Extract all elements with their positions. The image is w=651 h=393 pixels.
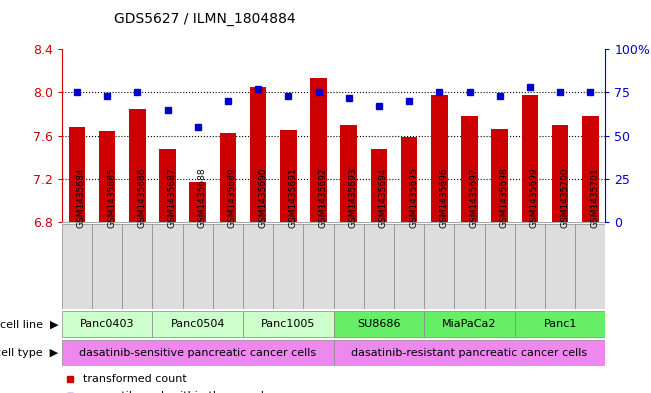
- Text: GSM1435688: GSM1435688: [198, 167, 207, 228]
- Bar: [219, 133, 236, 222]
- Bar: [333, 224, 364, 309]
- Bar: [484, 224, 515, 309]
- Text: GSM1435687: GSM1435687: [167, 167, 176, 228]
- Bar: [303, 224, 333, 309]
- Text: dasatinib-sensitive pancreatic cancer cells: dasatinib-sensitive pancreatic cancer ce…: [79, 348, 316, 358]
- Text: dasatinib-resistant pancreatic cancer cells: dasatinib-resistant pancreatic cancer ce…: [352, 348, 588, 358]
- Text: GSM1435697: GSM1435697: [469, 167, 478, 228]
- Bar: [424, 224, 454, 309]
- Bar: [545, 224, 575, 309]
- Bar: [99, 131, 115, 222]
- Text: GSM1435691: GSM1435691: [288, 167, 298, 228]
- Text: cell type  ▶: cell type ▶: [0, 348, 59, 358]
- Bar: [333, 340, 605, 366]
- Text: GSM1435700: GSM1435700: [560, 167, 569, 228]
- Bar: [431, 94, 448, 222]
- Bar: [159, 149, 176, 222]
- Text: GSM1435686: GSM1435686: [137, 167, 146, 228]
- Bar: [492, 129, 508, 222]
- Text: Panc1: Panc1: [544, 319, 577, 329]
- Bar: [370, 149, 387, 222]
- Bar: [243, 311, 333, 338]
- Text: Panc1005: Panc1005: [261, 319, 316, 329]
- Text: GSM1435701: GSM1435701: [590, 167, 600, 228]
- Bar: [582, 116, 599, 222]
- Bar: [152, 311, 243, 338]
- Text: GSM1435692: GSM1435692: [318, 168, 327, 228]
- Bar: [364, 224, 394, 309]
- Text: GSM1435694: GSM1435694: [379, 168, 388, 228]
- Bar: [401, 137, 417, 222]
- Text: GSM1435693: GSM1435693: [349, 167, 358, 228]
- Text: percentile rank within the sample: percentile rank within the sample: [83, 391, 270, 393]
- Bar: [189, 182, 206, 222]
- Bar: [340, 125, 357, 222]
- Bar: [122, 224, 152, 309]
- Bar: [129, 108, 146, 222]
- Bar: [394, 224, 424, 309]
- Bar: [62, 224, 92, 309]
- Bar: [515, 311, 605, 338]
- Text: GSM1435699: GSM1435699: [530, 167, 539, 228]
- Text: transformed count: transformed count: [83, 374, 186, 384]
- Bar: [152, 224, 183, 309]
- Bar: [243, 224, 273, 309]
- Bar: [454, 224, 484, 309]
- Text: SU8686: SU8686: [357, 319, 400, 329]
- Bar: [273, 224, 303, 309]
- Bar: [62, 340, 333, 366]
- Text: GSM1435690: GSM1435690: [258, 167, 267, 228]
- Bar: [68, 127, 85, 222]
- Bar: [461, 116, 478, 222]
- Text: cell line  ▶: cell line ▶: [0, 319, 59, 329]
- Bar: [183, 224, 213, 309]
- Text: GSM1435689: GSM1435689: [228, 167, 237, 228]
- Bar: [552, 125, 568, 222]
- Text: GSM1435695: GSM1435695: [409, 167, 418, 228]
- Bar: [575, 224, 605, 309]
- Bar: [515, 224, 545, 309]
- Bar: [333, 311, 424, 338]
- Bar: [280, 130, 297, 222]
- Text: GSM1435685: GSM1435685: [107, 167, 116, 228]
- Text: MiaPaCa2: MiaPaCa2: [442, 319, 497, 329]
- Bar: [92, 224, 122, 309]
- Bar: [62, 311, 152, 338]
- Bar: [213, 224, 243, 309]
- Text: GSM1435696: GSM1435696: [439, 167, 449, 228]
- Text: GSM1435684: GSM1435684: [77, 168, 86, 228]
- Text: Panc0403: Panc0403: [80, 319, 134, 329]
- Bar: [424, 311, 515, 338]
- Text: Panc0504: Panc0504: [171, 319, 225, 329]
- Bar: [250, 87, 266, 222]
- Bar: [521, 94, 538, 222]
- Bar: [311, 78, 327, 222]
- Text: GDS5627 / ILMN_1804884: GDS5627 / ILMN_1804884: [114, 12, 296, 26]
- Text: GSM1435698: GSM1435698: [500, 167, 508, 228]
